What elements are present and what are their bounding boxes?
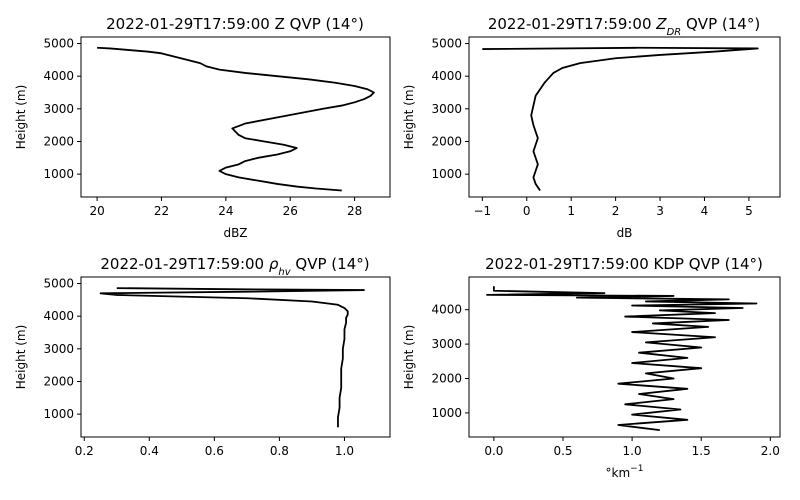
kdp-y-tick-label: 2000 [431, 372, 462, 386]
rhohv-y-tick-label: 4000 [43, 309, 74, 323]
kdp-qvp-panel: 0.0 0.5 1.0 1.5 2.0 1000 2000 3000 4000 2022-01-2… [402, 255, 781, 480]
zdr-x-tick-label: 3 [656, 204, 664, 218]
rhohv-y-tick-label: 1000 [43, 407, 74, 421]
kdp-x-tick-label: 1.0 [623, 444, 642, 458]
z-y-tick-label: 3000 [43, 102, 74, 116]
z-x-tick-label: 26 [283, 204, 298, 218]
zdr-x-tick-label: 2 [612, 204, 620, 218]
zdr-x-tick-label: 5 [745, 204, 753, 218]
z-y-tick-label: 2000 [43, 134, 74, 148]
rhohv-x-tick-label: 0.6 [205, 444, 224, 458]
zdr-profile-line [482, 46, 759, 191]
z-panel-title: 2022-01-29T17:59:00 Z QVP (14°) [106, 15, 364, 33]
z-y-tick-label: 1000 [43, 167, 74, 181]
rhohv-y-tick-label: 3000 [43, 342, 74, 356]
kdp-x-tick-label: 2.0 [761, 444, 780, 458]
zdr-qvp-panel: −1 0 1 2 3 4 5 1000 2000 3000 4000 5000 2022-01-29T1… [402, 15, 781, 240]
kdp-x-tick-label: 0.0 [484, 444, 503, 458]
rhohv-x-tick-label: 1.0 [335, 444, 354, 458]
z-y-tick-label: 4000 [43, 69, 74, 83]
z-x-tick-label: 20 [89, 204, 104, 218]
zdr-panel-title: 2022-01-29T17:59:00 ZDR QVP (14°) [488, 15, 760, 38]
kdp-y-axis-label: Height (m) [402, 325, 416, 390]
zdr-y-tick-label: 3000 [431, 102, 462, 116]
kdp-y-tick-label: 3000 [431, 337, 462, 351]
z-y-tick-label: 5000 [43, 37, 74, 51]
rhohv-panel-title: 2022-01-29T17:59:00 ρhv QVP (14°) [100, 255, 369, 278]
zdr-y-axis-label: Height (m) [402, 85, 416, 150]
zdr-axes-frame [468, 36, 781, 198]
zdr-y-tick-label: 1000 [431, 167, 462, 181]
rhohv-x-tick-label: 0.4 [140, 444, 159, 458]
kdp-profile-line [486, 286, 758, 432]
z-x-tick-label: 22 [154, 204, 169, 218]
zdr-y-tick-label: 2000 [431, 134, 462, 148]
zdr-x-tick-label: −1 [473, 204, 491, 218]
z-y-axis-label: Height (m) [14, 85, 28, 150]
zdr-x-tick-label: 0 [523, 204, 531, 218]
rhohv-y-tick-label: 5000 [43, 277, 74, 291]
zdr-x-tick-label: 4 [701, 204, 709, 218]
kdp-x-tick-label: 1.5 [692, 444, 711, 458]
zdr-y-tick-label: 4000 [431, 69, 462, 83]
rhohv-x-tick-label: 0.8 [270, 444, 289, 458]
z-x-axis-label: dBZ [223, 226, 247, 240]
rhohv-axes-frame [80, 276, 391, 438]
zdr-x-axis-label: dB [617, 226, 633, 240]
zdr-x-tick-label: 1 [567, 204, 575, 218]
rhohv-y-tick-label: 2000 [43, 374, 74, 388]
kdp-axes-frame [468, 276, 781, 438]
kdp-x-axis-label: °km−1 [606, 464, 644, 480]
z-profile-line [97, 46, 375, 192]
kdp-y-tick-label: 1000 [431, 406, 462, 420]
rhohv-x-tick-label: 0.2 [75, 444, 94, 458]
z-x-tick-label: 24 [218, 204, 233, 218]
rhohv-profile-line [99, 287, 365, 428]
zdr-y-tick-label: 5000 [431, 37, 462, 51]
rhohv-qvp-panel: 0.2 0.4 0.6 0.8 1.0 1000 2000 3000 4000 5000 2022-… [14, 255, 391, 458]
rhohv-y-axis-label: Height (m) [14, 325, 28, 390]
z-axes-frame [80, 36, 391, 198]
kdp-panel-title: 2022-01-29T17:59:00 KDP QVP (14°) [485, 255, 763, 273]
kdp-y-tick-label: 4000 [431, 303, 462, 317]
kdp-x-tick-label: 0.5 [553, 444, 572, 458]
z-x-tick-label: 28 [347, 204, 362, 218]
z-qvp-panel: 20 22 24 26 28 1000 2000 3000 4000 5000 2022-01-29… [14, 15, 391, 240]
